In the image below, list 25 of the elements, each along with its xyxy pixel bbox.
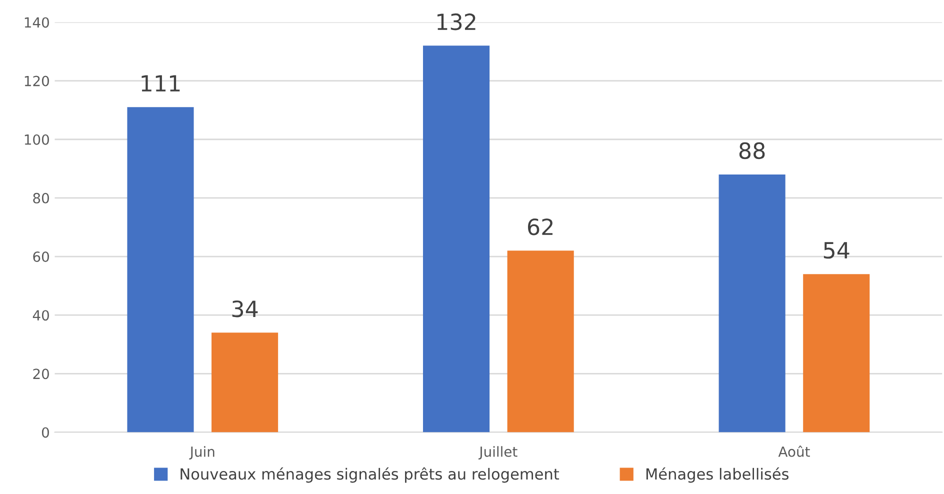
y-tick-label: 100 [24,134,49,145]
x-tick-label: Août [778,446,810,457]
data-label: 132 [438,13,476,30]
y-tick-label: 60 [33,251,49,262]
bar [718,174,786,432]
data-label: 54 [824,242,850,259]
y-tick-label: 40 [32,310,49,321]
x-tick-label: Juillet [478,446,518,460]
y-tick-label: 80 [33,192,49,204]
y-tick-label: 20 [33,368,49,380]
data-label: 62 [528,218,552,236]
bar [507,250,574,432]
data-label: 34 [232,300,258,318]
y-tick-label: 140 [24,17,49,28]
y-tick-label: 120 [24,76,49,86]
bar [423,46,490,432]
legend-label: Nouveaux ménages signalés prêts au relogement [180,467,560,483]
bar [127,107,194,432]
data-label: 111 [142,75,180,92]
y-tick-label: 0 [42,427,49,438]
bar [212,332,278,432]
legend-label: Ménages labellisés [646,467,789,483]
data-label: 88 [739,142,765,160]
x-tick-label: Juin [189,446,214,460]
bar [803,274,870,432]
